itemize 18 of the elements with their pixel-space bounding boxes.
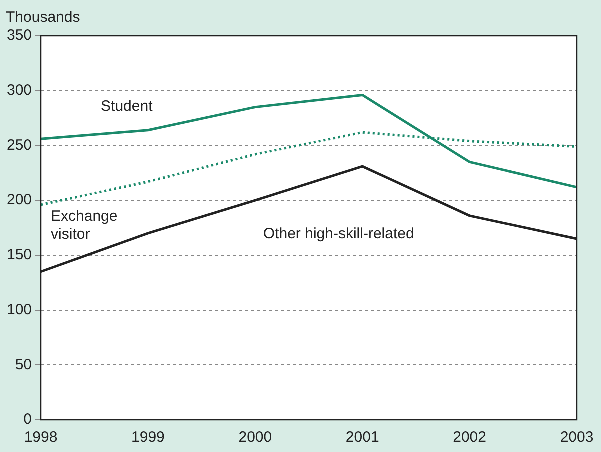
y-tick-label: 300: [6, 82, 32, 99]
y-tick-label: 250: [6, 136, 32, 154]
y-axis-title: Thousands: [6, 9, 80, 26]
x-tick-label: 1998: [24, 429, 58, 446]
series-label: Student: [101, 98, 154, 116]
y-tick-label: 350: [6, 27, 32, 44]
y-tick-label: 200: [6, 192, 32, 209]
x-tick-label: 2002: [453, 429, 486, 446]
y-tick-label: 50: [15, 356, 32, 374]
series-label: Exchange visitor: [51, 208, 118, 243]
x-tick-label: 1999: [132, 429, 165, 446]
x-tick-label: 2000: [238, 429, 272, 446]
y-tick-label: 0: [24, 411, 32, 428]
series-label: Other high-skill-related: [263, 226, 414, 243]
y-tick-label: 150: [6, 246, 32, 264]
x-tick-label: 2003: [560, 429, 594, 446]
x-tick-label: 2001: [346, 429, 380, 446]
y-tick-label: 100: [6, 301, 32, 318]
